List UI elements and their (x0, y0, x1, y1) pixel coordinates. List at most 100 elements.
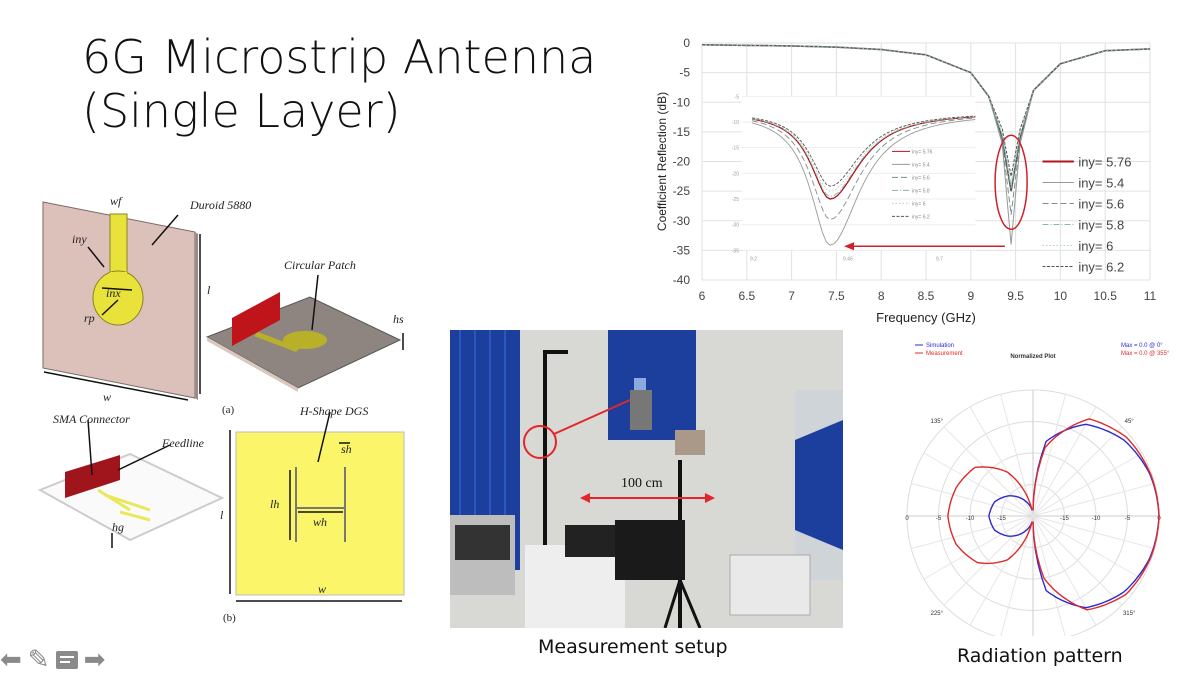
label-hs: hs (393, 312, 404, 326)
polar-grid-spoke (943, 426, 1034, 517)
angle-label: 45° (1125, 419, 1135, 425)
pointer-arrow-head (844, 242, 854, 251)
y-tick-label: -30 (673, 214, 691, 228)
label-hg: hg (112, 520, 124, 534)
label-iny: iny (72, 232, 87, 246)
polar-grid-spoke (1032, 406, 1097, 517)
inset-y-tick: -10 (732, 120, 739, 126)
y-tick-label: -15 (673, 125, 691, 139)
legend-label: iny= 5.4 (1078, 176, 1124, 191)
label-circular-patch: Circular Patch (284, 258, 356, 272)
x-tick-label: 11 (1144, 289, 1157, 303)
photo-scene (450, 330, 843, 628)
sma-connector (65, 455, 120, 498)
pen-icon[interactable]: ✎ (27, 644, 50, 674)
label-w: w (103, 390, 112, 404)
angle-label: 315° (1123, 611, 1136, 617)
radial-tick-label: -15 (1060, 516, 1069, 522)
x-tick-label: 8 (878, 289, 885, 303)
inset-x-tick: 9.2 (750, 256, 757, 262)
inset-y-tick: -25 (732, 197, 739, 203)
label-l: l (207, 283, 211, 297)
x-axis-label: Frequency (GHz) (876, 310, 976, 325)
inset-legend-label: iny= 5.6 (912, 175, 930, 181)
polar-grid-spoke (969, 406, 1034, 517)
inset-y-tick: -15 (732, 146, 739, 152)
ground-plane-dgs (235, 431, 405, 596)
reflection-coefficient-chart: 6 6.5 7 7.5 8 8.5 9 9.5 10 10.5 11 0 -5 -10 -15 -20 -25 -… (655, 36, 1157, 325)
label-sma-connector: SMA Connector (53, 412, 130, 426)
x-tick-label: 8.5 (918, 289, 935, 303)
polar-grid-spoke (1032, 394, 1067, 517)
antenna-drawing (37, 201, 405, 602)
arrow-right-icon[interactable]: ➡ (83, 644, 106, 674)
x-tick-label: 9.5 (1007, 289, 1024, 303)
legend-label: iny= 6.2 (1078, 260, 1124, 275)
legend-label: iny= 6 (1078, 239, 1113, 254)
slideshow-toolbar: ⬅ ✎ ➡ (0, 644, 105, 675)
series-line (702, 44, 1151, 177)
radiation-pattern-caption: Radiation pattern (957, 645, 1123, 667)
label-l-ground: l (220, 508, 224, 522)
label-wf: wf (110, 194, 122, 208)
y-tick-label: -40 (673, 273, 691, 287)
legend-label: Simulation (926, 343, 954, 349)
y-tick-label: -35 (673, 243, 691, 257)
y-tick-label: -10 (673, 95, 691, 109)
polar-grid-spoke (923, 515, 1034, 580)
arrow-left-icon[interactable]: ⬅ (0, 644, 22, 674)
angle-label: 225° (931, 611, 944, 617)
label-wh: wh (313, 515, 328, 529)
polar-grid-spoke (1032, 515, 1066, 636)
radial-tick-label: -5 (936, 516, 942, 522)
angle-label: 135° (931, 419, 944, 425)
pattern-series-line (988, 423, 1160, 609)
polar-grid-spoke (943, 515, 1034, 606)
polar-grid-spoke (1032, 482, 1155, 517)
y-tick-label: -5 (679, 66, 690, 80)
label-a: (a) (222, 404, 235, 416)
measurement-setup-photo: 100 cm (450, 330, 843, 628)
notes-icon[interactable] (55, 650, 78, 669)
polar-grid-spoke (1032, 515, 1097, 626)
polar-grid-spoke (1032, 515, 1143, 580)
y-tick-label: -20 (673, 155, 691, 169)
inset-series-line (751, 117, 976, 221)
radial-tick-label: -10 (1092, 516, 1101, 522)
radial-tick-label: -5 (1125, 516, 1131, 522)
inset-y-tick: -5 (735, 94, 740, 100)
inset-y-tick: -35 (732, 248, 739, 254)
polar-grid-spoke (1032, 426, 1123, 517)
legend-label: iny= 5.6 (1078, 197, 1124, 212)
x-tick-label: 6 (699, 289, 706, 303)
antenna-highlight-circle (523, 425, 557, 459)
inset-y-tick: -20 (732, 171, 739, 177)
inset-legend-label: iny= 6.2 (912, 214, 930, 220)
legend-label: iny= 5.8 (1078, 218, 1124, 233)
x-tick-label: 10 (1054, 289, 1068, 303)
polar-title: Normalized Plot (1010, 354, 1055, 360)
x-tick-label: 6.5 (738, 289, 755, 303)
x-tick-label: 9 (967, 289, 974, 303)
highlight-ellipse (994, 134, 1028, 230)
label-rp: rp (84, 311, 95, 325)
polar-grid-spoke (911, 482, 1034, 517)
distance-label: 100 cm (621, 476, 663, 491)
polar-grid-spoke (1032, 515, 1123, 606)
polar-grid-spoke (1032, 515, 1155, 550)
label-inx: inx (106, 286, 121, 300)
inset-legend-label: iny= 5.76 (912, 149, 933, 155)
radial-tick-label: -15 (997, 516, 1006, 522)
radial-tick-label: 0 (905, 516, 909, 522)
inset-legend-label: iny= 6 (912, 201, 926, 207)
y-tick-label: 0 (683, 36, 690, 50)
inset-series-line (751, 116, 976, 197)
polar-grid-spoke (923, 452, 1034, 517)
label-sh: sh (341, 442, 352, 456)
polar-grid-spoke (911, 515, 1034, 550)
max-note: Max = 0.0 @ 355° (1121, 351, 1170, 357)
legend-label: iny= 5.76 (1078, 155, 1131, 170)
label-lh: lh (270, 497, 280, 511)
sma-connector-3d (232, 292, 280, 346)
